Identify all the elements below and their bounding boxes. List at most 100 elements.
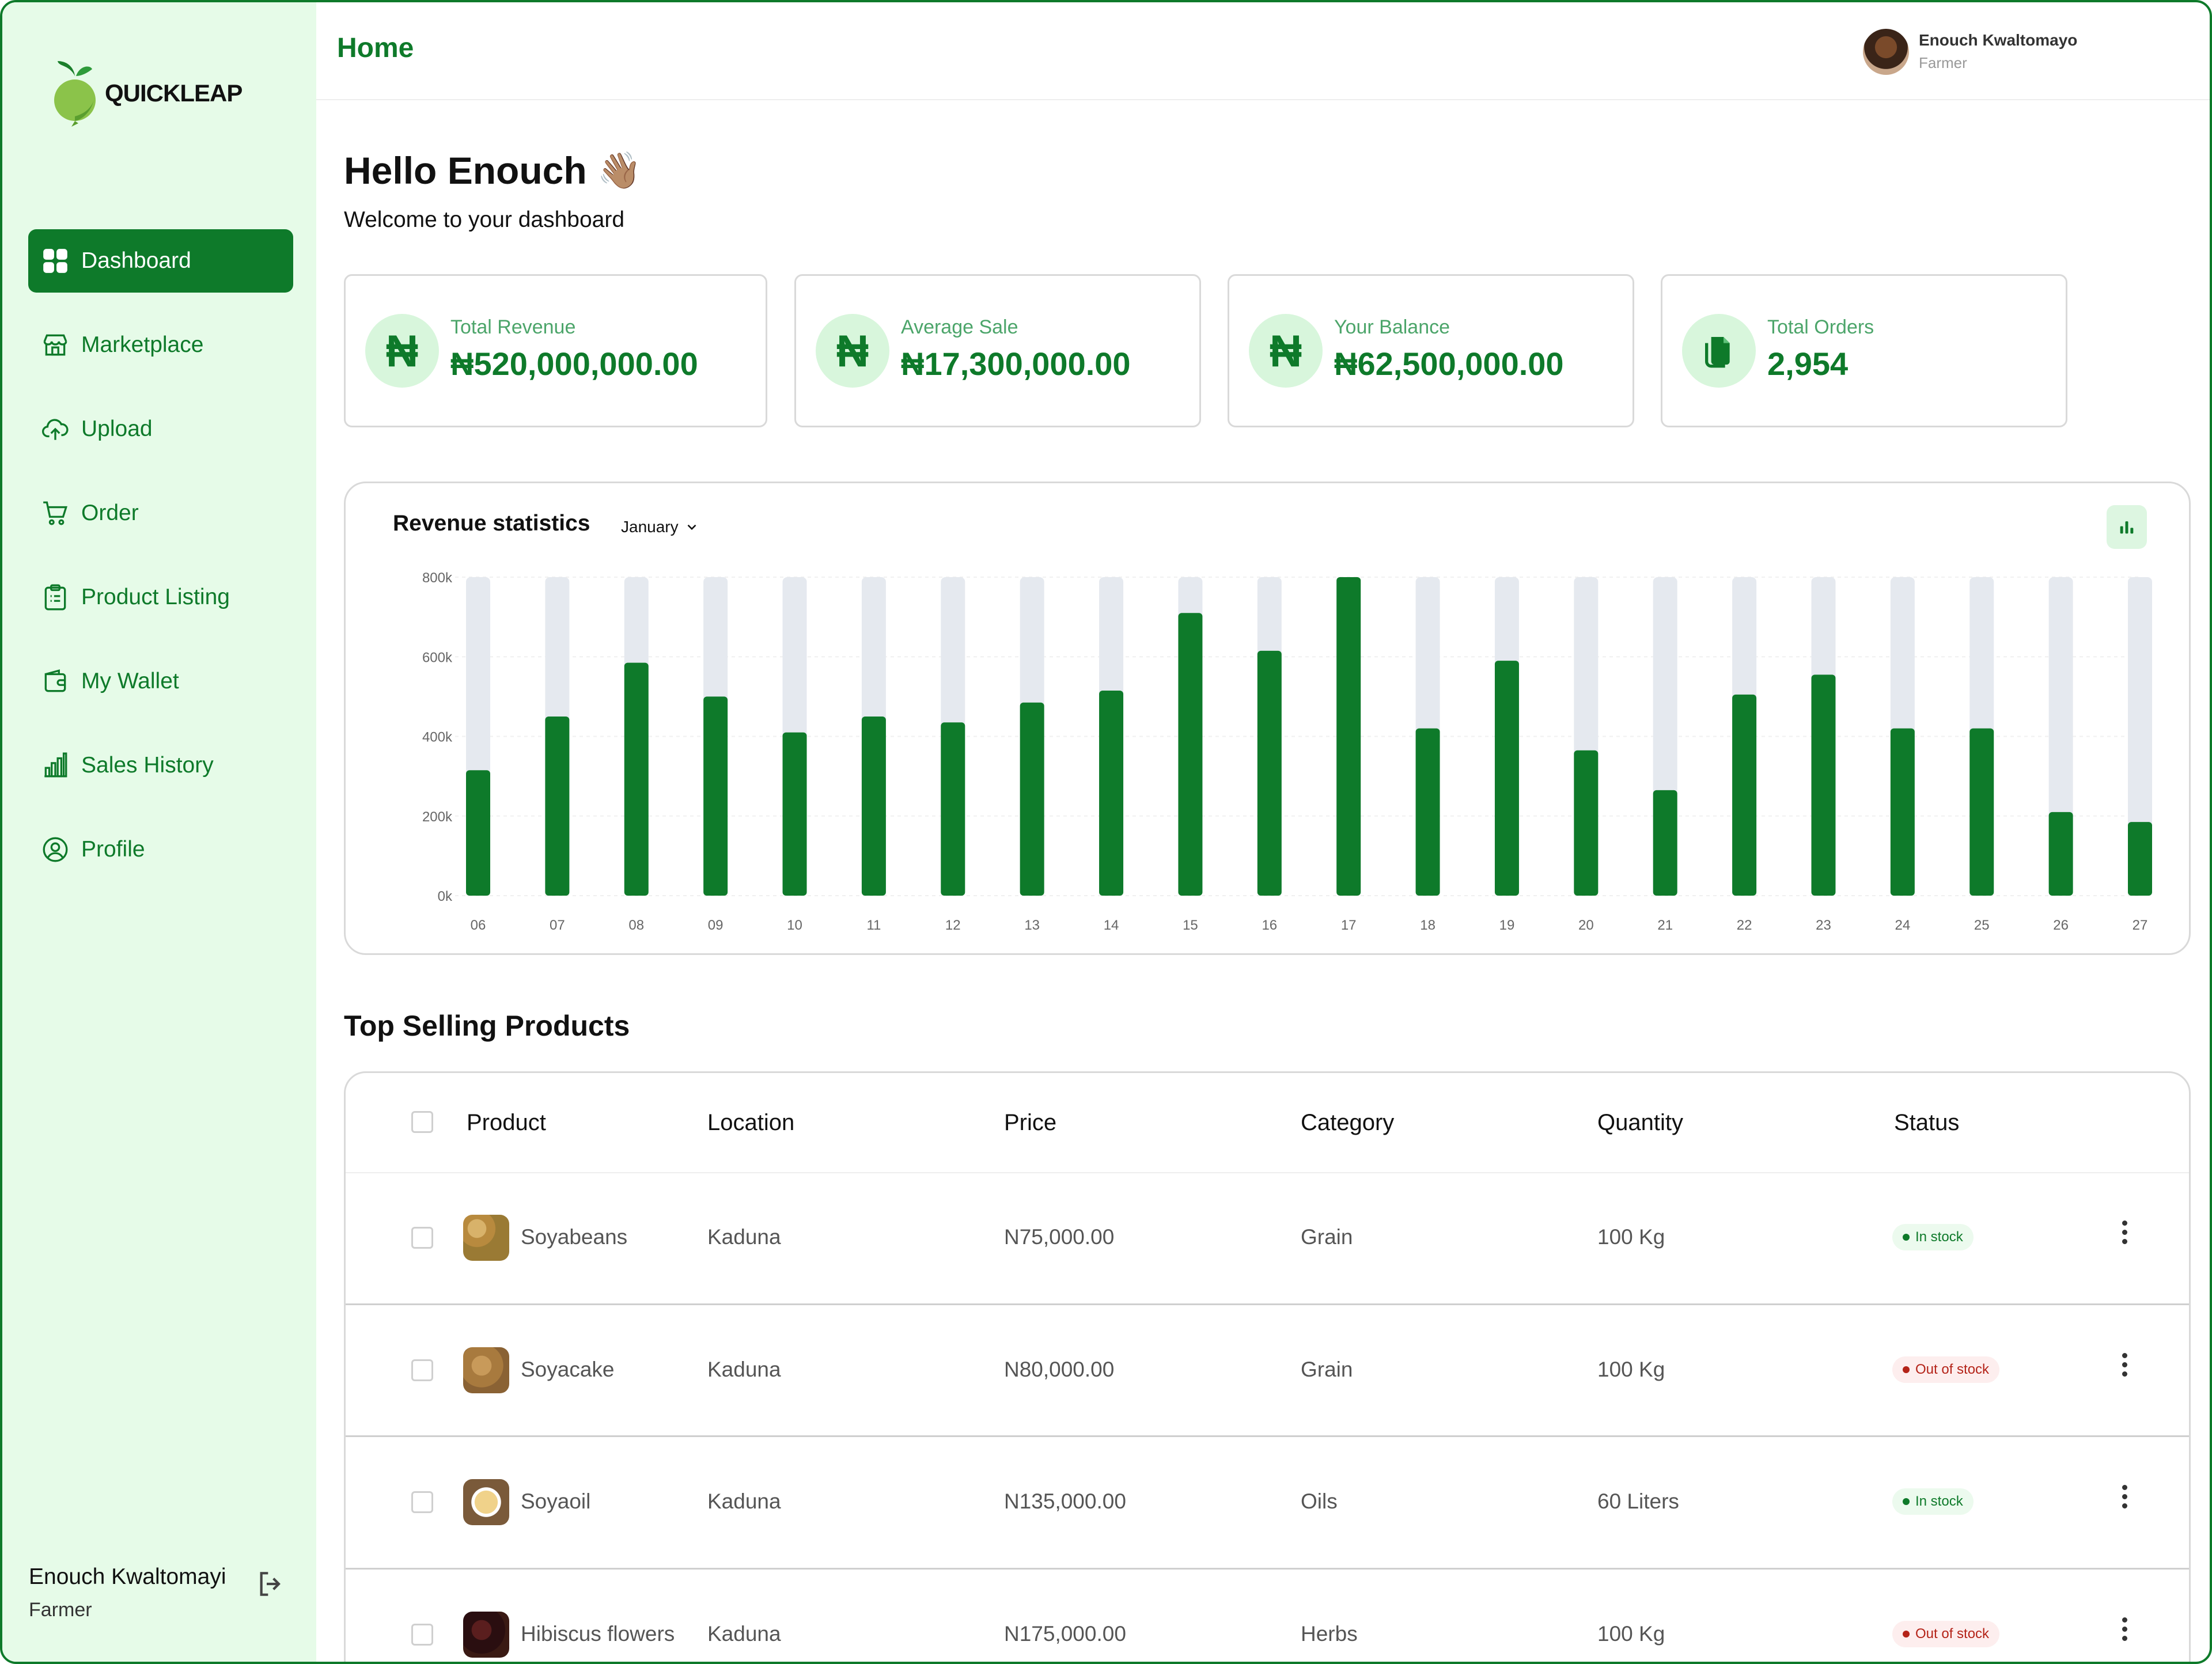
table-row[interactable]: Soyacake Kaduna N80,000.00 Grain 100 Kg … — [346, 1304, 2189, 1437]
month-select[interactable]: January — [621, 518, 699, 536]
table-row[interactable]: Hibiscus flowers Kaduna N175,000.00 Herb… — [346, 1569, 2189, 1662]
x-tick-label: 27 — [2133, 918, 2148, 933]
x-tick-label: 20 — [1578, 918, 1594, 933]
sidebar-item-sales-history[interactable]: Sales History — [28, 734, 293, 797]
sidebar-item-label: Order — [81, 501, 139, 525]
chart-bar — [782, 732, 807, 896]
bar-track — [2128, 577, 2152, 896]
chart-bar — [1890, 728, 1915, 896]
row-checkbox[interactable] — [411, 1359, 433, 1381]
grid-icon — [43, 249, 67, 273]
product-price: N175,000.00 — [1004, 1622, 1126, 1646]
sidebar-item-my-wallet[interactable]: My Wallet — [28, 650, 293, 713]
chart-bar — [2048, 812, 2073, 896]
product-name: Soyacake — [521, 1358, 615, 1381]
revenue-chart-card: Revenue statistics January 0k 200k 400k 600… — [344, 482, 2191, 955]
column-header-status[interactable]: Status — [1894, 1110, 1960, 1135]
product-price: N75,000.00 — [1004, 1225, 1115, 1249]
column-header-price[interactable]: Price — [1004, 1110, 1057, 1135]
x-tick-label: 09 — [708, 918, 724, 933]
y-tick-label: 800k — [422, 570, 453, 586]
select-all-checkbox[interactable] — [411, 1111, 433, 1133]
avatar[interactable] — [1863, 29, 1909, 75]
sidebar-item-profile[interactable]: Profile — [28, 818, 293, 881]
chart-bar — [1099, 691, 1124, 896]
sidebar-user: Enouch Kwaltomayi Farmer — [29, 1564, 226, 1621]
column-header-location[interactable]: Location — [707, 1110, 795, 1135]
product-name: Soyabeans — [521, 1225, 628, 1249]
x-tick-label: 19 — [1499, 918, 1515, 933]
x-tick-label: 22 — [1737, 918, 1752, 933]
stat-value: ₦62,500,000.00 — [1334, 346, 1564, 382]
table-row[interactable]: Soyaoil Kaduna N135,000.00 Oils 60 Liter… — [346, 1436, 2189, 1570]
status-badge: In stock — [1892, 1488, 1974, 1515]
table-row[interactable]: Soyabeans Kaduna N75,000.00 Grain 100 Kg… — [346, 1172, 2189, 1305]
more-vertical-icon[interactable] — [2120, 1617, 2128, 1641]
product-category: Oils — [1301, 1489, 1338, 1513]
sidebar-item-dashboard[interactable]: Dashboard — [28, 229, 293, 293]
brand-logo[interactable]: QUICKLEAP — [52, 59, 243, 128]
status-badge: In stock — [1892, 1224, 1974, 1250]
y-tick-label: 0k — [438, 889, 453, 904]
top-bar: Home Enouch Kwaltomayo Farmer — [316, 2, 2210, 100]
stat-label: Your Balance — [1334, 316, 1450, 338]
x-tick-label: 24 — [1895, 918, 1911, 933]
row-checkbox[interactable] — [411, 1491, 433, 1513]
sidebar: QUICKLEAP Dashboard Marketplace Upload O… — [2, 2, 316, 1662]
row-checkbox[interactable] — [411, 1227, 433, 1249]
sidebar-item-label: Marketplace — [81, 332, 204, 357]
sidebar-item-upload[interactable]: Upload — [28, 397, 293, 461]
stat-label: Total Orders — [1767, 316, 1874, 338]
brand-name-part2: LEAP — [180, 79, 243, 107]
chart-bar — [624, 662, 649, 896]
y-tick-label: 600k — [422, 650, 453, 665]
greeting-text: Hello Enouch — [344, 149, 587, 192]
sidebar-user-name: Enouch Kwaltomayi — [29, 1564, 226, 1589]
row-checkbox[interactable] — [411, 1624, 433, 1646]
x-tick-label: 26 — [2053, 918, 2069, 933]
cloud-upload-icon — [41, 419, 69, 440]
header-user[interactable]: Enouch Kwaltomayo Farmer — [1919, 31, 2077, 72]
status-text: Out of stock — [1915, 1362, 1990, 1377]
y-tick-label: 400k — [422, 730, 453, 745]
sidebar-nav: Dashboard Marketplace Upload Order Produ… — [28, 229, 293, 902]
sidebar-item-order[interactable]: Order — [28, 482, 293, 545]
product-quantity: 60 Liters — [1597, 1489, 1679, 1513]
column-header-product[interactable]: Product — [467, 1110, 546, 1135]
product-location: Kaduna — [707, 1489, 781, 1513]
product-category: Grain — [1301, 1358, 1353, 1381]
sidebar-item-label: Product Listing — [81, 585, 230, 609]
bar-chart-icon — [2120, 521, 2134, 534]
stat-value: ₦17,300,000.00 — [901, 346, 1131, 382]
cart-icon — [43, 501, 68, 525]
stat-card-total-orders: Total Orders 2,954 — [1661, 274, 2067, 427]
x-tick-label: 25 — [1974, 918, 1990, 933]
apple-logo-icon — [54, 61, 96, 127]
product-price: N80,000.00 — [1004, 1358, 1115, 1381]
product-location: Kaduna — [707, 1225, 781, 1249]
stat-card-average-sale: ₦ Average Sale ₦17,300,000.00 — [794, 274, 1201, 427]
more-vertical-icon[interactable] — [2120, 1485, 2128, 1508]
logout-icon[interactable] — [255, 1568, 287, 1600]
product-category: Herbs — [1301, 1622, 1358, 1646]
greeting-title: Hello Enouch 👋🏽 — [344, 149, 642, 192]
stat-label: Total Revenue — [450, 316, 576, 338]
x-tick-label: 13 — [1024, 918, 1040, 933]
sidebar-item-marketplace[interactable]: Marketplace — [28, 313, 293, 377]
product-quantity: 100 Kg — [1597, 1358, 1665, 1381]
more-vertical-icon[interactable] — [2120, 1353, 2128, 1377]
chart-bar — [1178, 613, 1203, 896]
naira-icon: ₦ — [1249, 314, 1323, 388]
column-header-category[interactable]: Category — [1301, 1110, 1395, 1135]
product-name: Hibiscus flowers — [521, 1622, 675, 1646]
sidebar-item-product-listing[interactable]: Product Listing — [28, 566, 293, 629]
chart-bar — [2128, 822, 2152, 896]
chart-bar — [1257, 650, 1282, 896]
chart-bar — [861, 716, 886, 896]
status-text: In stock — [1915, 1494, 1963, 1509]
column-header-quantity[interactable]: Quantity — [1597, 1110, 1683, 1135]
status-badge: Out of stock — [1892, 1621, 2000, 1647]
more-vertical-icon[interactable] — [2120, 1220, 2128, 1244]
naira-icon: ₦ — [365, 314, 439, 388]
chart-type-button[interactable] — [2107, 505, 2147, 549]
